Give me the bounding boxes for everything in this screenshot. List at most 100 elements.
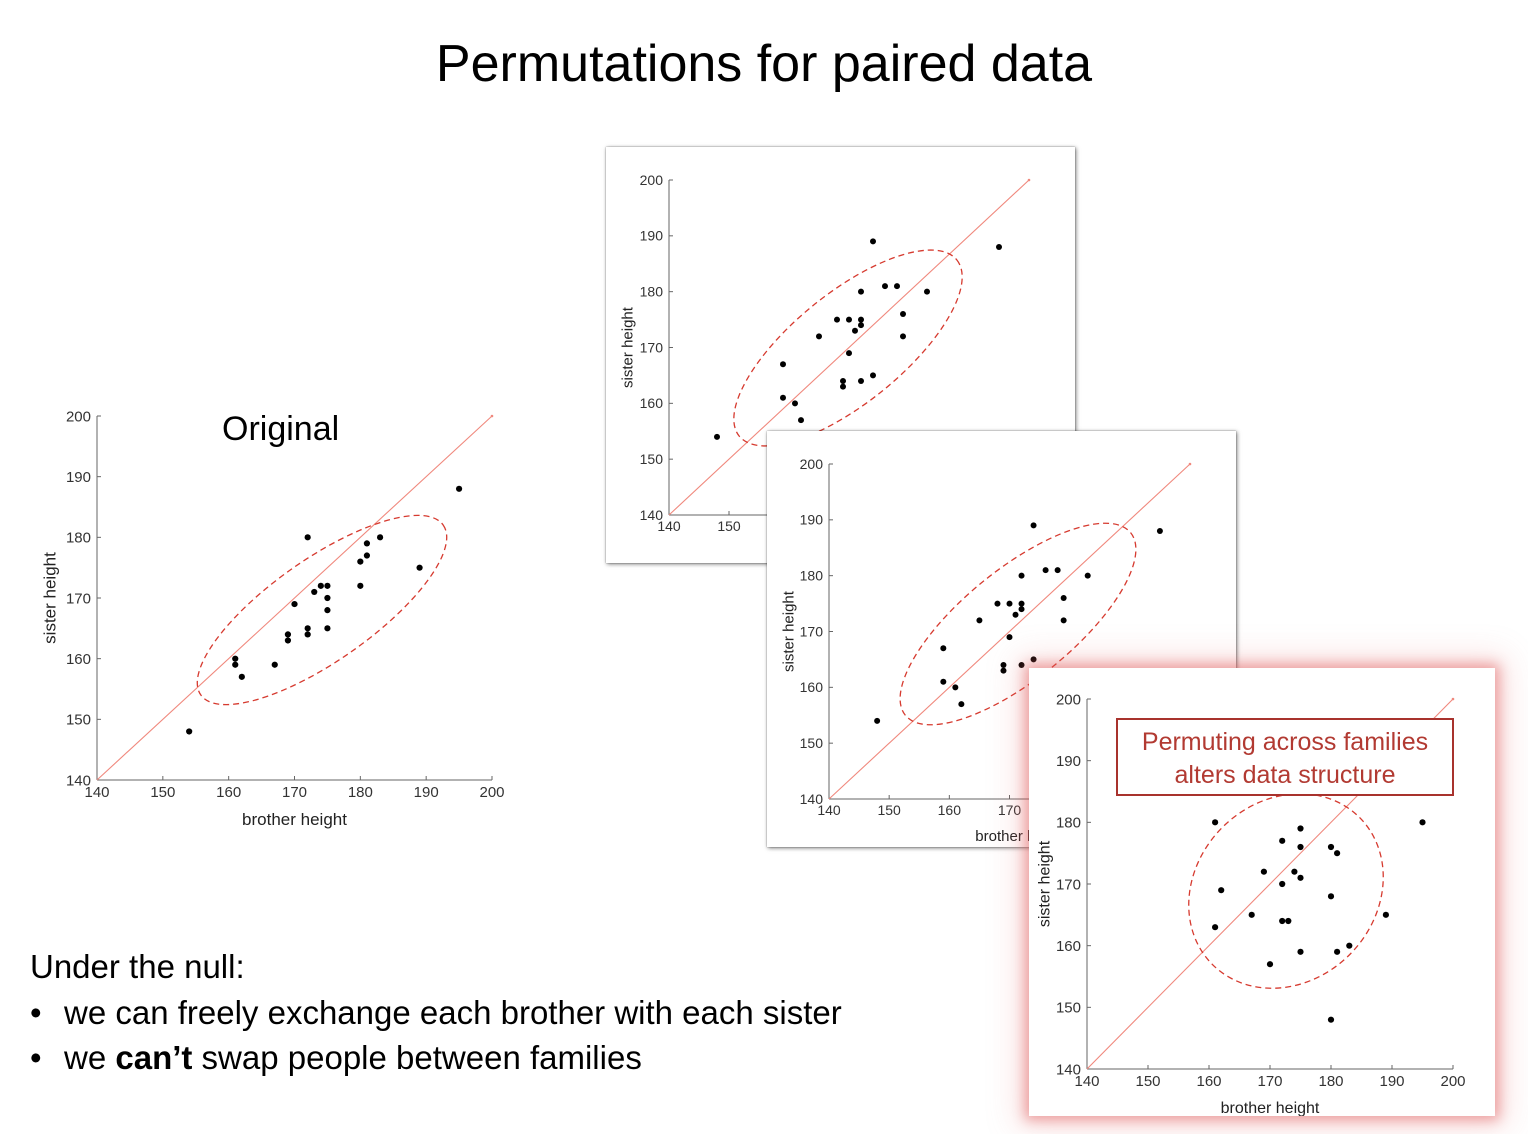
scatter-point	[858, 378, 864, 384]
y-tick-label: 190	[800, 512, 824, 528]
scatter-point	[232, 661, 239, 668]
scatter-point	[900, 311, 906, 317]
bullet-text: we can freely exchange each brother with…	[64, 994, 842, 1031]
x-tick-label: 170	[998, 802, 1022, 818]
x-tick-label: 150	[1135, 1073, 1160, 1090]
scatter-point	[780, 361, 786, 368]
scatter-point	[958, 701, 965, 708]
scatter-point	[304, 625, 311, 632]
original-scatter-plot: 140 150 160 170 180 190 200 140 150 160 170 180 190 2…	[41, 408, 505, 829]
y-tick-label: 200	[66, 408, 91, 425]
scatter-point	[363, 552, 371, 559]
callout-box: Permuting across families alters data st…	[1116, 718, 1454, 796]
y-tick-label: 150	[66, 712, 91, 729]
scatter-point	[1212, 924, 1219, 931]
scatter-point	[858, 322, 864, 329]
scatter-point	[1030, 656, 1037, 663]
scatter-point	[1327, 893, 1335, 900]
bullet-dot: •	[30, 1039, 42, 1076]
scatter-point	[940, 678, 947, 685]
scatter-point	[714, 433, 720, 440]
scatter-point	[1018, 572, 1025, 579]
scatter-point	[1212, 819, 1219, 826]
scatter-point	[284, 637, 292, 644]
scatter-point	[1382, 911, 1389, 918]
scatter-point	[940, 645, 947, 652]
y-tick-label: 200	[640, 172, 664, 188]
scatter-point	[1297, 874, 1304, 881]
scatter-point	[291, 600, 298, 608]
x-tick-label: 200	[479, 784, 504, 801]
scatter-point	[1054, 567, 1061, 574]
null-hypothesis-notes: Under the null: • we can freely exchange…	[30, 948, 842, 1084]
scatter-point	[870, 372, 876, 379]
scatter-point	[792, 400, 798, 407]
scatter-point	[858, 288, 864, 295]
y-axis-label: sister height	[41, 552, 60, 644]
scatter-point	[858, 316, 864, 323]
scatter-point	[1297, 948, 1304, 955]
scatter-point	[894, 283, 900, 290]
dashed-ellipse	[196, 514, 448, 706]
scatter-point	[840, 378, 846, 384]
scatter-point	[1279, 917, 1286, 925]
callout-line-2: alters data structure	[1174, 761, 1396, 789]
y-axis-label: sister height	[781, 590, 798, 672]
scatter-point	[1084, 572, 1091, 579]
bullet-emphasis: can’t	[115, 1039, 193, 1076]
scatter-point	[1279, 837, 1286, 844]
x-tick-label: 200	[1440, 1073, 1465, 1090]
scatter-point	[1346, 942, 1353, 949]
x-tick-label: 140	[1074, 1073, 1099, 1090]
original-scatter-panel: 140 150 160 170 180 190 200 140 150 160 170 180 190 2…	[30, 395, 530, 840]
bullet-prefix: we	[64, 1039, 116, 1076]
scatter-point	[1279, 880, 1286, 888]
scatter-point	[1042, 567, 1049, 574]
scatter-point	[376, 534, 384, 541]
scatter-point	[1327, 1016, 1335, 1023]
scatter-point	[1000, 662, 1007, 668]
dashed-ellipse	[899, 522, 1137, 726]
scatter-point	[1297, 843, 1304, 851]
y-tick-label: 180	[1056, 815, 1081, 832]
x-tick-label: 180	[1318, 1073, 1343, 1090]
identity-line	[96, 415, 493, 781]
dashed-ellipse	[733, 249, 963, 447]
y-tick-label: 160	[800, 679, 824, 695]
x-tick-label: 150	[877, 802, 901, 818]
scatter-point	[1156, 528, 1163, 534]
y-tick-label: 200	[800, 456, 824, 472]
y-tick-label: 190	[66, 469, 91, 486]
x-tick-label: 150	[717, 518, 741, 534]
scatter-point	[304, 631, 311, 638]
bullet-item-2: • we can’t swap people between families	[30, 1039, 842, 1077]
bullet-suffix: swap people between families	[192, 1039, 642, 1076]
scatter-point	[1030, 522, 1037, 529]
x-tick-label: 140	[84, 784, 109, 801]
scatter-point	[186, 728, 193, 735]
scatter-point	[996, 244, 1002, 250]
x-tick-label: 170	[282, 784, 307, 801]
scatter-point	[455, 485, 463, 492]
scatter-point	[324, 625, 331, 632]
scatter-point	[882, 283, 888, 290]
scatter-point	[1260, 868, 1267, 875]
scatter-point	[1291, 868, 1298, 875]
scatter-point	[1327, 843, 1335, 851]
scatter-point	[870, 238, 876, 245]
scatter-point	[852, 327, 858, 334]
x-tick-label: 160	[1196, 1073, 1221, 1090]
scatter-point	[846, 316, 852, 323]
scatter-point	[324, 607, 331, 614]
scatter-point	[1297, 825, 1304, 832]
y-tick-label: 140	[1056, 1061, 1081, 1078]
null-heading: Under the null:	[30, 948, 245, 985]
scatter-point	[1000, 667, 1007, 674]
scatter-point	[1006, 634, 1013, 641]
y-tick-label: 180	[66, 530, 91, 547]
y-tick-label: 170	[66, 590, 91, 607]
y-tick-label: 200	[1056, 691, 1081, 708]
scatter-point	[1419, 819, 1426, 826]
scatter-point	[840, 383, 846, 390]
y-tick-label: 190	[640, 228, 664, 244]
